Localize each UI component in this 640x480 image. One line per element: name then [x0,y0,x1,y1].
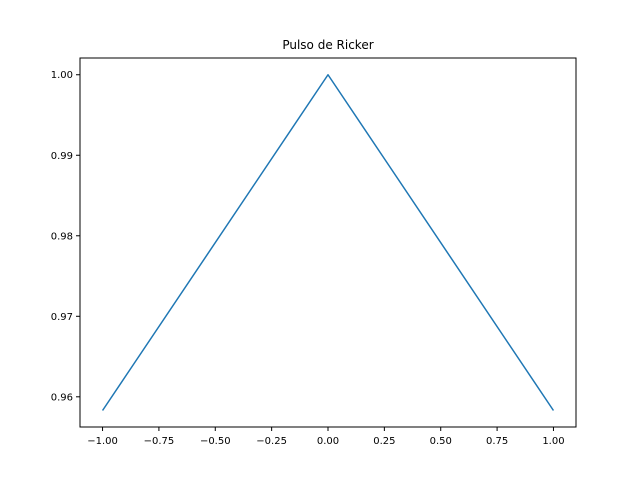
x-tick-label: −1.00 [87,436,118,447]
plot-area [101,73,555,411]
x-tick-label: 0.50 [430,436,452,447]
x-tick-label: −0.50 [200,436,231,447]
x-tick-label: −0.25 [256,436,287,447]
y-tick-label: 0.97 [51,312,73,323]
x-tick-label: 0.75 [486,436,508,447]
x-tick-label: 0.25 [373,436,395,447]
x-tick-label: 0.00 [317,436,339,447]
y-tick-label: 0.96 [51,392,73,403]
y-tick-label: 0.98 [51,231,73,242]
x-tick-label: −0.75 [144,436,175,447]
chart-title: Pulso de Ricker [282,38,373,52]
x-tick-label: 1.00 [542,436,564,447]
y-tick-label: 0.99 [51,151,73,162]
y-tick-label: 1.00 [51,70,73,81]
series-line [101,73,555,411]
